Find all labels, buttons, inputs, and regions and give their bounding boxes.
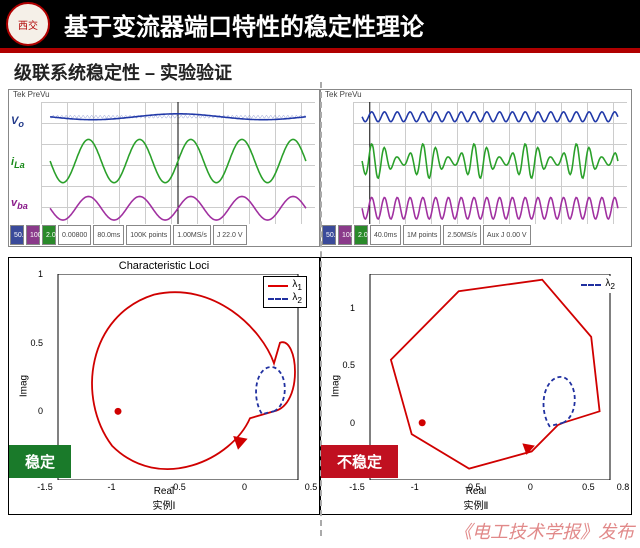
scope-footer: 50.0 V100 V2.00 A0.0080080.0ms100K point…: [9, 224, 319, 246]
scope-header: Tek PreVu: [9, 90, 319, 102]
left-column: Tek PreVu Vo iLa vba 50.0 V100 V2.00 A0.…: [8, 89, 320, 515]
scope-footer: 50.0 V100 V2.00 A40.0ms1M points2.50MS/s…: [321, 224, 631, 246]
x-axis-label: Real实例Ⅰ: [9, 486, 319, 512]
nyquist-plot-right: Imag 10.50 -1.5-1-0.500.50.8 Real实例Ⅱ λ2 …: [320, 257, 632, 515]
nyquist-plot-left: Characteristic Loci Imag 10.50 -1.5-1-0.…: [8, 257, 320, 515]
watermark: 《电工技术学报》发布: [454, 518, 634, 544]
page-title: 基于变流器端口特性的稳定性理论: [64, 7, 424, 42]
stability-badge: 稳定: [9, 445, 71, 478]
legend: λ1 λ2: [263, 276, 307, 308]
stability-badge: 不稳定: [321, 445, 398, 478]
legend: λ2: [577, 276, 619, 293]
x-axis-label: Real实例Ⅱ: [321, 486, 631, 512]
university-logo: 西交: [6, 2, 50, 46]
oscilloscope-left: Tek PreVu Vo iLa vba 50.0 V100 V2.00 A0.…: [8, 89, 320, 247]
oscilloscope-right: Tek PreVu Viv 50.0 V100 V2.00 A40.0ms1M …: [320, 89, 632, 247]
right-column: Tek PreVu Viv 50.0 V100 V2.00 A40.0ms1M …: [320, 89, 632, 515]
plot-title: Characteristic Loci: [9, 260, 319, 272]
scope-channel-labels: Vo iLa vba: [11, 102, 39, 224]
title-bar: 西交 基于变流器端口特性的稳定性理论: [0, 0, 640, 48]
scope-header: Tek PreVu: [321, 90, 631, 102]
